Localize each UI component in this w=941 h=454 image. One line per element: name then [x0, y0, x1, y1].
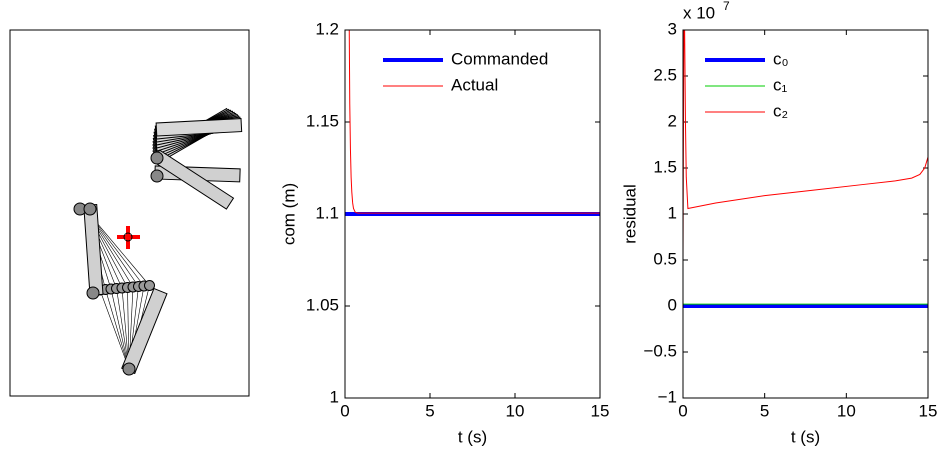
x-axis-label: t (s): [458, 427, 487, 446]
y-tick-label: 1.2: [315, 19, 339, 38]
y-tick-label: 1.15: [306, 111, 339, 130]
x-tick-label: 0: [678, 401, 687, 420]
y-tick-label: 1.05: [306, 295, 339, 314]
y-tick-label: 2: [668, 111, 677, 130]
y-tick-label: 2.5: [653, 65, 677, 84]
data-line: [683, 30, 928, 261]
fan-joint: [144, 280, 155, 291]
robot-joint: [150, 169, 164, 183]
robot-fan: [85, 107, 243, 370]
fan-line: [99, 289, 130, 370]
y-tick-label: 3: [668, 19, 677, 38]
robot-panel: [9, 29, 250, 397]
fan-line: [105, 289, 130, 370]
y-tick-label: −0.5: [643, 341, 677, 360]
robot-joint: [86, 286, 100, 300]
y-tick-label: 1.1: [315, 203, 339, 222]
robot-joint: [150, 151, 164, 165]
fan-link: [155, 118, 243, 137]
y-tick-label: 0: [668, 295, 677, 314]
robot-joint: [122, 362, 136, 376]
legend-label: Commanded: [451, 49, 548, 68]
y-tick-label: 1.5: [653, 157, 677, 176]
y-tick-label: 1: [330, 387, 339, 406]
legend-label: c₀: [773, 49, 789, 68]
y-axis-label: com (m): [279, 183, 298, 245]
y-tick-label: 1: [668, 203, 677, 222]
data-line: [348, 30, 600, 214]
legend-label: c₁: [773, 75, 788, 94]
axes-frame: [682, 29, 929, 399]
x-tick-label: 10: [506, 401, 525, 420]
y-axis-label: residual: [620, 184, 639, 244]
y-tick-label: −1: [658, 387, 677, 406]
x-tick-label: 15: [591, 401, 610, 420]
x-tick-label: 5: [425, 401, 434, 420]
fan-line: [110, 288, 130, 370]
x-tick-label: 5: [760, 401, 769, 420]
x-tick-label: 10: [837, 401, 856, 420]
x-tick-label: 15: [919, 401, 938, 420]
robot-frame: [9, 29, 250, 397]
legend-label: c₂: [773, 101, 788, 120]
x-axis-label: t (s): [791, 427, 820, 446]
robot-joint: [83, 202, 97, 216]
axis-multiplier-exponent: 7: [723, 0, 730, 13]
target-marker: [117, 226, 140, 249]
x-tick-label: 0: [340, 401, 349, 420]
axes-frame: [344, 29, 601, 399]
axis-multiplier: x 10: [683, 3, 715, 22]
legend-label: Actual: [451, 75, 498, 94]
y-tick-label: 0.5: [653, 249, 677, 268]
plot-area: [683, 30, 928, 398]
